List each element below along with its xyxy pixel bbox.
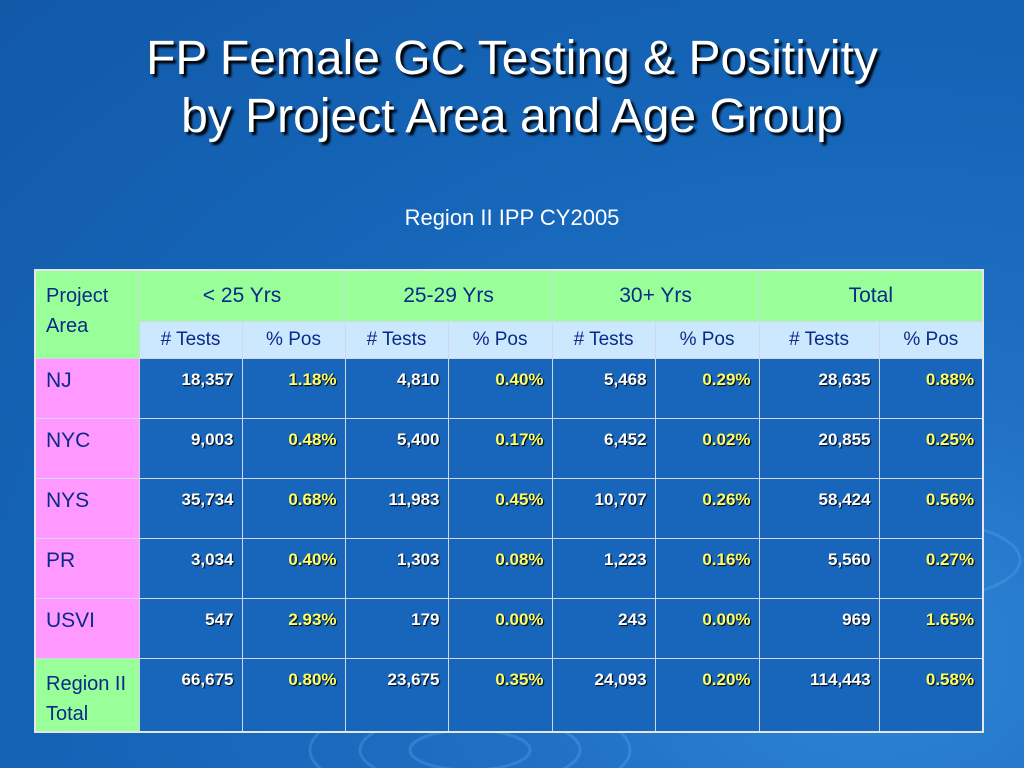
tests-count-cell: 6,452 [551,418,656,479]
slide-subtitle: Region II IPP CY2005 [404,205,620,230]
testing-table: Project Area < 25 Yrs 25-29 Yrs 30+ Yrs … [34,269,985,733]
tests-count-cell: 5,560 [758,538,880,599]
table-row: USVI 547 2.93% 179 0.00% 243 0.00% 969 1.65% [34,598,984,659]
percent-positive-cell: 0.20% [654,658,760,733]
tests-count-cell: 547 [138,598,243,659]
subheader-tests: # Tests [138,321,243,359]
subheader-pos: % Pos [241,321,346,359]
project-area-cell: NYC [34,418,140,479]
percent-positive-cell: 0.48% [241,418,346,479]
subheader-tests: # Tests [758,321,880,359]
group-under-25: < 25 Yrs [138,269,346,322]
subheader-row: # Tests % Pos # Tests % Pos # Tests % Po… [35,321,984,359]
percent-positive-cell: 0.40% [241,538,346,599]
subheader-tests: # Tests [551,321,656,359]
percent-positive-cell: 0.26% [654,478,760,539]
percent-positive-cell: 2.93% [241,598,346,659]
percent-positive-cell: 0.35% [447,658,553,733]
percent-positive-cell: 0.45% [447,478,553,539]
percent-positive-cell: 0.56% [878,478,984,539]
group-total: Total [758,269,984,322]
subheader-pos: % Pos [654,321,760,359]
percent-positive-cell: 1.18% [241,358,346,419]
group-30-plus: 30+ Yrs [551,269,760,322]
table-row: PR 3,034 0.40% 1,303 0.08% 1,223 0.16% 5,560 0.2… [34,538,984,599]
table-body: NJ 18,357 1.18% 4,810 0.40% 5,468 0.29% 28,635 0… [34,358,984,733]
percent-positive-cell: 0.27% [878,538,984,599]
tests-count-cell: 1,223 [551,538,656,599]
tests-count-cell: 66,675 [138,658,243,733]
title-line-2: by Project Area and Age Group [181,90,843,143]
tests-count-cell: 35,734 [138,478,243,539]
slide-title: FP Female GC Testing & Positivity by Pro… [0,30,1024,146]
project-area-cell: Region II Total [34,658,140,733]
group-header-row: Project Area < 25 Yrs 25-29 Yrs 30+ Yrs … [34,269,984,359]
group-25-29: 25-29 Yrs [344,269,553,322]
tests-count-cell: 23,675 [344,658,449,733]
tests-count-cell: 11,983 [344,478,449,539]
tests-count-cell: 4,810 [344,358,449,419]
tests-count-cell: 20,855 [758,418,880,479]
subheader-pos: % Pos [878,321,984,359]
tests-count-cell: 5,400 [344,418,449,479]
project-area-cell: NJ [34,358,140,419]
percent-positive-cell: 1.65% [878,598,984,659]
tests-count-cell: 1,303 [344,538,449,599]
project-area-cell: PR [34,538,140,599]
percent-positive-cell: 0.68% [241,478,346,539]
subheader-pos: % Pos [447,321,553,359]
percent-positive-cell: 0.00% [654,598,760,659]
percent-positive-cell: 0.88% [878,358,984,419]
tests-count-cell: 243 [551,598,656,659]
subheader-tests: # Tests [344,321,449,359]
tests-count-cell: 3,034 [138,538,243,599]
percent-positive-cell: 0.02% [654,418,760,479]
tests-count-cell: 114,443 [758,658,880,733]
tests-count-cell: 5,468 [551,358,656,419]
percent-positive-cell: 0.00% [447,598,553,659]
tests-count-cell: 18,357 [138,358,243,419]
percent-positive-cell: 0.40% [447,358,553,419]
tests-count-cell: 28,635 [758,358,880,419]
percent-positive-cell: 0.16% [654,538,760,599]
percent-positive-cell: 0.29% [654,358,760,419]
percent-positive-cell: 0.58% [878,658,984,733]
tests-count-cell: 58,424 [758,478,880,539]
percent-positive-cell: 0.17% [447,418,553,479]
tests-count-cell: 24,093 [551,658,656,733]
percent-positive-cell: 0.25% [878,418,984,479]
tests-count-cell: 10,707 [551,478,656,539]
table-row: Region II Total 66,675 0.80% 23,675 0.35% 24,… [34,658,984,733]
project-area-cell: NYS [34,478,140,539]
percent-positive-cell: 0.80% [241,658,346,733]
percent-positive-cell: 0.08% [447,538,553,599]
table-row: NJ 18,357 1.18% 4,810 0.40% 5,468 0.29% 28,635 0… [34,358,984,419]
tests-count-cell: 9,003 [138,418,243,479]
table-row: NYC 9,003 0.48% 5,400 0.17% 6,452 0.02% 20,855 0… [34,418,984,479]
tests-count-cell: 179 [344,598,449,659]
tests-count-cell: 969 [758,598,880,659]
project-area-cell: USVI [34,598,140,659]
table-row: NYS 35,734 0.68% 11,983 0.45% 10,707 0.26% 58,4… [34,478,984,539]
project-area-header: Project Area [34,269,140,359]
title-line-1: FP Female GC Testing & Positivity [146,32,878,85]
